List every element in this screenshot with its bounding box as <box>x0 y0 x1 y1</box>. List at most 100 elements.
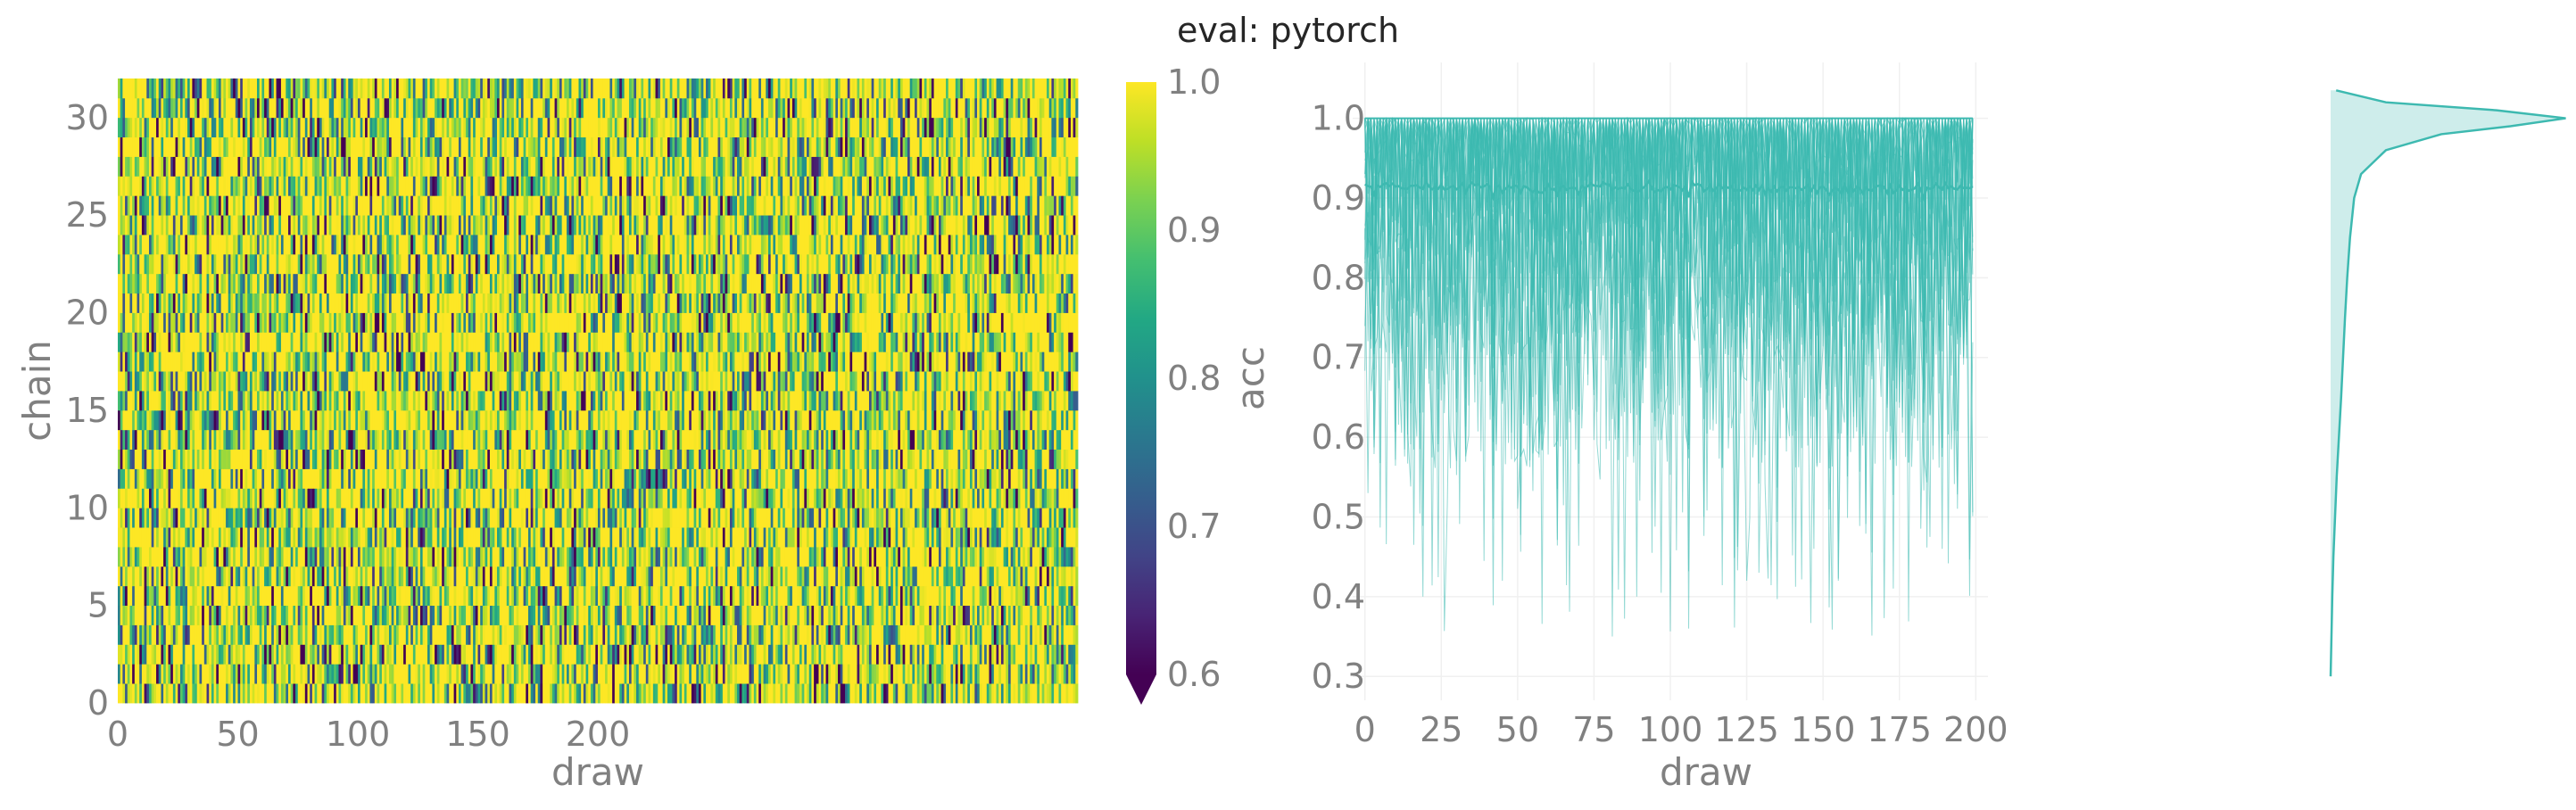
heatmap-cell <box>379 508 383 528</box>
heatmap-cell <box>509 527 512 548</box>
heatmap-cell <box>683 624 687 645</box>
heatmap-cell <box>331 468 335 489</box>
heatmap-cell <box>732 585 735 607</box>
heatmap-cell <box>578 508 582 528</box>
heatmap-cell <box>297 664 301 684</box>
heatmap-cell <box>487 624 491 645</box>
heatmap-cell <box>946 468 949 489</box>
heatmap-cell <box>588 527 592 548</box>
heatmap-cell <box>801 488 805 508</box>
heatmap-cell <box>595 527 599 548</box>
heatmap-cell <box>310 624 313 645</box>
heatmap-cell <box>645 605 649 625</box>
heatmap-cell <box>557 547 560 567</box>
heatmap-cell <box>226 585 229 607</box>
heatmap-cell <box>458 468 462 489</box>
heatmap-cell <box>665 644 668 665</box>
heatmap-cell <box>120 624 123 645</box>
heatmap-cell <box>283 683 286 704</box>
heatmap-cell <box>1006 585 1009 607</box>
heatmap-cell <box>170 547 174 567</box>
heatmap-cell <box>912 644 915 665</box>
heatmap-cell <box>667 508 671 528</box>
heatmap-cell <box>777 585 781 607</box>
heatmap-cell <box>343 566 346 587</box>
heatmap-cell <box>551 664 555 684</box>
heatmap-cell <box>487 527 491 548</box>
heatmap-cell <box>343 683 346 704</box>
heatmap-cell <box>1007 605 1012 625</box>
heatmap-cell <box>310 508 313 528</box>
heatmap-cell <box>835 488 839 508</box>
heatmap-cell <box>797 605 800 625</box>
heatmap-cell <box>686 624 690 645</box>
heatmap-cell <box>559 624 563 645</box>
heatmap-cell <box>257 508 261 528</box>
heatmap-cell <box>463 585 467 607</box>
heatmap-cell <box>1031 547 1035 567</box>
heatmap-cell <box>264 508 268 528</box>
heatmap-cell <box>621 664 625 684</box>
heatmap-cell <box>823 527 826 548</box>
heatmap-cell <box>727 585 731 607</box>
heatmap-cell <box>388 585 393 607</box>
heatmap-cell <box>384 585 387 607</box>
heatmap-cell <box>211 527 214 548</box>
heatmap-cell <box>1058 624 1062 645</box>
heatmap-cell <box>436 644 440 665</box>
heatmap-cell <box>185 488 188 508</box>
heatmap-cell <box>953 585 957 607</box>
heatmap-cell <box>1068 664 1072 684</box>
heatmap-cell <box>1015 624 1019 645</box>
heatmap-cell <box>202 468 205 489</box>
heatmap-cell <box>737 508 741 528</box>
heatmap-cell <box>675 527 678 548</box>
heatmap-cell <box>799 547 803 567</box>
heatmap-cell <box>576 624 579 645</box>
heatmap-cell <box>443 527 447 548</box>
heatmap-cell <box>821 527 824 548</box>
heatmap-cell <box>948 585 951 607</box>
heatmap-cell <box>760 605 765 625</box>
heatmap-cell <box>449 468 452 489</box>
heatmap-cell <box>854 683 857 704</box>
heatmap-cell <box>895 468 899 489</box>
heatmap-cell <box>1006 527 1009 548</box>
heatmap-cell <box>233 468 236 489</box>
heatmap-cell <box>658 527 661 548</box>
heatmap-cell <box>734 566 738 587</box>
heatmap-cell <box>713 508 716 528</box>
heatmap-cell <box>1010 527 1014 548</box>
heatmap-cell <box>631 664 634 684</box>
heatmap-cell <box>388 644 393 665</box>
heatmap-cell <box>734 527 738 548</box>
heatmap-cell <box>643 585 647 607</box>
heatmap-cell <box>557 683 560 704</box>
heatmap-cell <box>564 585 567 607</box>
heatmap-cell <box>237 468 241 489</box>
heatmap-cell <box>578 624 582 645</box>
heatmap-cell <box>715 605 718 625</box>
heatmap-cell <box>439 644 443 665</box>
heatmap-cell <box>148 624 153 645</box>
heatmap-cell <box>909 566 913 587</box>
heatmap-cell <box>249 664 253 684</box>
heatmap-cell <box>619 605 623 625</box>
heatmap-cell <box>895 585 899 607</box>
heatmap-cell <box>321 624 325 645</box>
heatmap-cell <box>425 468 428 489</box>
heatmap-cell <box>261 566 265 587</box>
heatmap-cell <box>543 547 546 567</box>
heatmap-cell <box>568 488 572 508</box>
heatmap-cell <box>658 644 661 665</box>
heatmap-cell <box>179 605 184 625</box>
heatmap-cell <box>828 547 832 567</box>
heatmap-cell <box>355 508 359 528</box>
heatmap-cell <box>530 527 534 548</box>
heatmap-cell <box>139 644 143 665</box>
heatmap-cell <box>791 644 795 665</box>
heatmap-cell <box>311 585 315 607</box>
heatmap-cell <box>257 644 261 665</box>
heatmap-cell <box>583 508 586 528</box>
heatmap-cell <box>358 488 361 508</box>
